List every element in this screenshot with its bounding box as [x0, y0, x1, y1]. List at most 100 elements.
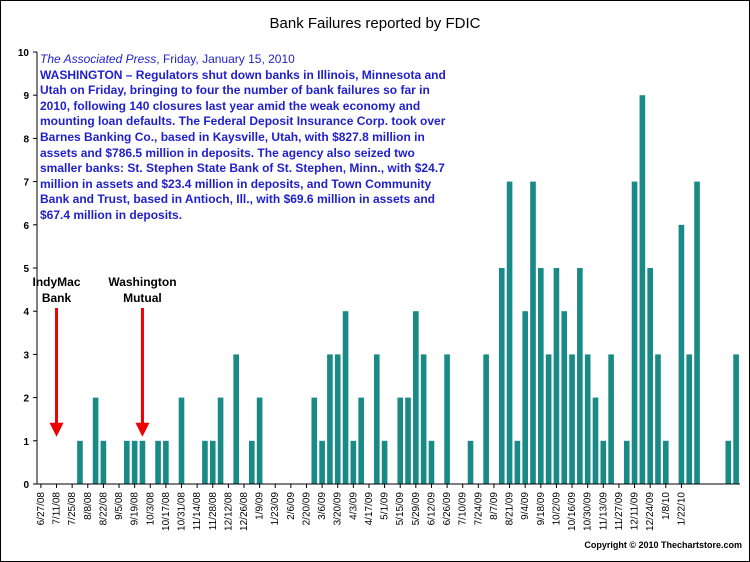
- bar-10/10/08: [155, 440, 161, 484]
- bar-10/16/09: [569, 354, 575, 484]
- bar-11/6/09: [592, 397, 599, 484]
- copyright-text: Copyright © 2010 Thechartstore.com: [584, 540, 742, 550]
- bar-1/22/10: [678, 224, 685, 485]
- bar-3/13/09: [327, 354, 333, 484]
- bar-1/8/10: [662, 440, 669, 484]
- news-source: The Associated Press: [40, 52, 157, 66]
- y-tick-label-0: 0: [23, 480, 29, 491]
- annotation-label: Bank: [42, 291, 72, 305]
- x-tick-label-11/27/09: 11/27/09: [614, 492, 625, 531]
- bar-12/24/09: [647, 268, 653, 484]
- y-tick-label-4: 4: [23, 307, 29, 318]
- bar-1/9/09: [256, 397, 263, 484]
- bar-10/17/08: [163, 440, 169, 484]
- bar-11/28/08: [209, 440, 216, 484]
- bar-8/21/09: [506, 181, 513, 484]
- x-tick-label-12/11/09: 12/11/09: [630, 492, 641, 531]
- annotation-label: Washington: [108, 275, 176, 289]
- bar-5/29/09: [413, 311, 419, 484]
- y-tick-label-2: 2: [23, 394, 29, 405]
- bar-2/27/09: [311, 397, 318, 484]
- y-tick-label-5: 5: [23, 264, 29, 275]
- y-tick-label-8: 8: [23, 134, 29, 145]
- x-tick-label-10/3/08: 10/3/08: [145, 492, 156, 526]
- bar-9/4/09: [522, 311, 529, 484]
- x-tick-label-9/4/09: 9/4/09: [520, 492, 531, 520]
- bar-8/22/08: [100, 440, 107, 484]
- x-tick-label-1/23/09: 1/23/09: [270, 492, 281, 526]
- x-axis-ticks: 6/27/08 7/11/08 7/25/08 8/8/08 8/22/08 9/5/08…: [36, 484, 687, 531]
- bar-9/25/09: [545, 354, 552, 484]
- bar-11/20/09: [608, 354, 614, 484]
- bar-9/12/08: [124, 440, 130, 484]
- x-tick-label-5/1/09: 5/1/09: [380, 492, 391, 520]
- bar-10/31/08: [178, 397, 185, 484]
- x-tick-label-6/27/08: 6/27/08: [36, 492, 47, 526]
- x-tick-label-2/20/09: 2/20/09: [301, 492, 312, 526]
- bar-89: [733, 354, 739, 484]
- x-tick-label-9/19/08: 9/19/08: [130, 492, 141, 526]
- news-text-box: The Associated Press, Friday, January 15…: [40, 52, 450, 224]
- y-tick-label-6: 6: [23, 221, 29, 232]
- y-tick-label-3: 3: [23, 350, 29, 361]
- news-date: , Friday, January 15, 2010: [156, 52, 295, 66]
- y-axis-ticks: 0 1 2 3 4 5 6 7 8 9 10: [18, 48, 37, 491]
- bar-3/27/09: [342, 311, 349, 484]
- bar-8/15/08: [92, 397, 99, 484]
- bar-9/11/09: [530, 181, 536, 484]
- bar-7/17/09: [467, 440, 474, 484]
- x-tick-label-4/3/09: 4/3/09: [348, 492, 359, 520]
- bar-10/9/09: [561, 311, 568, 484]
- bar-8/14/09: [498, 268, 505, 484]
- bar-12/18/09: [639, 95, 646, 484]
- bar-12/31/09: [655, 354, 661, 484]
- bar-3/6/09: [319, 440, 325, 484]
- x-tick-label-10/2/09: 10/2/09: [551, 492, 562, 526]
- y-tick-label-1: 1: [23, 437, 29, 448]
- bar-4/10/09: [358, 397, 364, 484]
- x-tick-label-7/24/09: 7/24/09: [473, 492, 484, 526]
- bar-12/19/08: [233, 354, 239, 484]
- bar-6/12/09: [428, 440, 435, 484]
- x-tick-label-6/26/09: 6/26/09: [442, 492, 453, 526]
- bar-9/26/08: [139, 440, 146, 484]
- x-tick-label-1/9/09: 1/9/09: [255, 492, 266, 520]
- bar-6/26/09: [444, 354, 450, 484]
- x-tick-label-1/22/10: 1/22/10: [676, 492, 687, 526]
- bar-12/5/08: [217, 397, 224, 484]
- annotation-label: IndyMac: [33, 275, 81, 289]
- x-tick-label-5/15/09: 5/15/09: [395, 492, 406, 526]
- bar-10/23/09: [577, 268, 583, 484]
- x-tick-label-10/30/09: 10/30/09: [583, 492, 594, 531]
- annotation-arrow-head: [49, 422, 64, 437]
- news-body: WASHINGTON – Regulators shut down banks …: [40, 67, 446, 222]
- bar-1/2/09: [248, 440, 255, 484]
- x-tick-label-3/20/09: 3/20/09: [333, 492, 344, 526]
- x-tick-label-7/10/09: 7/10/09: [458, 492, 469, 526]
- x-tick-label-11/13/09: 11/13/09: [598, 492, 609, 531]
- bar-9/18/09: [538, 268, 544, 484]
- x-tick-label-10/17/08: 10/17/08: [161, 492, 172, 531]
- x-tick-label-4/17/09: 4/17/09: [364, 492, 375, 526]
- x-tick-label-5/29/09: 5/29/09: [411, 492, 422, 526]
- bar-3/20/09: [334, 354, 341, 484]
- y-tick-label-7: 7: [23, 178, 29, 189]
- bar-88: [725, 440, 732, 484]
- annotation-arrow-head: [135, 422, 150, 437]
- x-tick-label-11/28/08: 11/28/08: [208, 492, 219, 531]
- bar-12/4/09: [623, 440, 630, 484]
- bar-12/11/09: [631, 181, 638, 484]
- y-tick-label-9: 9: [23, 91, 29, 102]
- x-tick-label-8/22/08: 8/22/08: [98, 492, 109, 526]
- bar-10/30/09: [584, 354, 591, 484]
- x-tick-label-10/16/09: 10/16/09: [567, 492, 578, 531]
- bar-9/19/08: [131, 440, 138, 484]
- x-tick-label-10/31/08: 10/31/08: [177, 492, 188, 531]
- bar-11/13/09: [600, 440, 607, 484]
- x-tick-label-2/6/09: 2/6/09: [286, 492, 297, 520]
- x-tick-label-7/25/08: 7/25/08: [67, 492, 78, 526]
- x-tick-label-11/14/08: 11/14/08: [192, 492, 203, 531]
- x-tick-label-8/7/09: 8/7/09: [489, 492, 500, 520]
- bars-group: [77, 95, 739, 485]
- bar-10/2/09: [553, 268, 560, 484]
